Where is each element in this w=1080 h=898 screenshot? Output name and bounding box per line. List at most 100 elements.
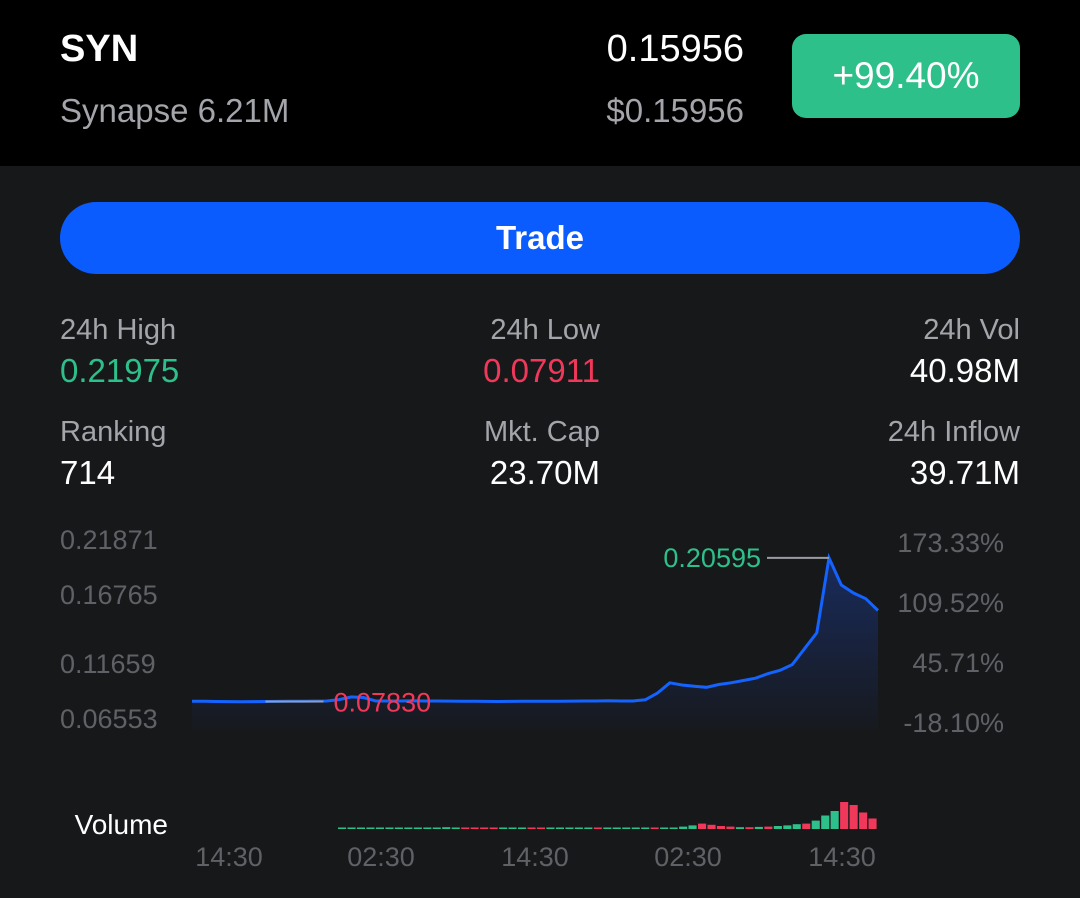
stat-value: 40.98M — [909, 352, 1020, 389]
volume-bar — [726, 826, 735, 829]
volume-bar — [603, 827, 612, 829]
trade-button[interactable]: Trade — [60, 202, 1020, 274]
volume-bar — [650, 827, 659, 829]
volume-bar — [451, 827, 460, 829]
volume-bar — [536, 827, 545, 829]
volume-bar — [508, 827, 517, 829]
x-tick-label: 14:30 — [195, 842, 263, 872]
volume-bar — [821, 815, 830, 829]
coin-symbol: SYN — [60, 28, 139, 70]
stat-label: 24h Low — [490, 314, 600, 346]
volume-bar — [546, 827, 555, 829]
coin-price-usd: $0.15956 — [606, 92, 744, 129]
x-tick-label: 14:30 — [501, 842, 569, 872]
volume-label: Volume — [75, 809, 168, 840]
volume-bar — [527, 827, 536, 829]
volume-bar — [641, 827, 650, 829]
volume-bar — [735, 827, 744, 829]
volume-bar — [698, 823, 707, 829]
price-area — [192, 557, 878, 730]
volume-bar — [375, 827, 384, 829]
x-tick-label: 14:30 — [808, 842, 876, 872]
volume-bar — [470, 827, 479, 829]
stat-label: Ranking — [60, 416, 167, 448]
stat-market-cap: Mkt. Cap 23.70M — [400, 415, 600, 493]
volume-bar — [338, 827, 347, 829]
stat-value: 0.07911 — [483, 352, 600, 389]
volume-bar — [669, 827, 678, 829]
volume-bar — [394, 827, 403, 829]
volume-bar — [480, 827, 489, 829]
volume-bar — [830, 811, 839, 829]
volume-bar — [716, 826, 725, 829]
max-marker-label: 0.20595 — [663, 543, 761, 573]
volume-bar — [499, 827, 508, 829]
volume-bar — [584, 827, 593, 829]
volume-bar — [868, 818, 877, 829]
volume-bar — [413, 827, 422, 829]
volume-bar — [555, 827, 564, 829]
volume-bar — [764, 826, 773, 829]
volume-bar — [783, 825, 792, 829]
volume-bar — [802, 823, 811, 829]
volume-bar — [574, 827, 583, 829]
y-tick-label-pct: -18.10% — [903, 708, 1004, 738]
volume-bar — [811, 820, 820, 829]
volume-bar — [356, 827, 365, 829]
stat-24h-inflow: 24h Inflow 39.71M — [888, 415, 1020, 493]
volume-bar — [432, 827, 441, 829]
stat-24h-vol: 24h Vol 40.98M — [910, 313, 1020, 391]
volume-bar — [631, 827, 640, 829]
volume-bar — [707, 824, 716, 829]
coin-name-volume: Synapse 6.21M — [60, 92, 290, 129]
stat-value: 714 — [60, 454, 116, 491]
stat-24h-low: 24h Low 0.07911 — [400, 313, 600, 391]
volume-bar — [593, 827, 602, 829]
coin-header: SYN Synapse 6.21M 0.15956 $0.15956 +99.4… — [0, 0, 1080, 166]
stat-value: 39.71M — [909, 454, 1020, 491]
volume-bar — [840, 802, 849, 829]
volume-bar — [366, 827, 375, 829]
volume-bar — [849, 805, 858, 829]
volume-bar — [859, 812, 868, 829]
min-marker-label: 0.07830 — [334, 688, 432, 718]
volume-bar — [404, 827, 413, 829]
stat-label: 24h High — [60, 314, 177, 346]
volume-bar — [423, 827, 432, 829]
coin-price: 0.15956 — [606, 28, 744, 70]
volume-bar — [385, 827, 394, 829]
y-tick-label-pct: 173.33% — [897, 528, 1004, 558]
volume-bar — [773, 826, 782, 829]
volume-bar — [461, 827, 470, 829]
volume-bar — [565, 827, 574, 829]
stat-ranking: Ranking 714 — [60, 415, 166, 493]
volume-bar — [347, 827, 356, 829]
stat-value: 0.21975 — [60, 352, 180, 389]
volume-bar — [688, 825, 697, 829]
x-tick-label: 02:30 — [347, 842, 415, 872]
volume-bar — [745, 827, 754, 829]
volume-bar — [442, 827, 451, 829]
y-tick-label: 0.11659 — [60, 649, 156, 679]
y-tick-label-pct: 45.71% — [912, 648, 1004, 678]
volume-bar — [489, 827, 498, 829]
change-badge: +99.40% — [792, 34, 1020, 118]
volume-bar — [792, 824, 801, 829]
x-tick-label: 02:30 — [654, 842, 722, 872]
stat-24h-high: 24h High 0.21975 — [60, 313, 179, 391]
stat-value: 23.70M — [489, 454, 600, 491]
volume-bar — [660, 827, 669, 829]
price-chart[interactable]: 0.21871 0.16765 0.11659 0.06553 173.33% 109.… — [0, 500, 1080, 898]
y-tick-label: 0.21871 — [60, 525, 158, 555]
stat-label: 24h Inflow — [887, 416, 1020, 448]
y-tick-label: 0.06553 — [60, 704, 158, 734]
stat-label: Mkt. Cap — [483, 416, 600, 448]
volume-bar — [754, 826, 763, 829]
volume-bar — [518, 827, 527, 829]
volume-bar — [679, 826, 688, 829]
volume-bar — [612, 827, 621, 829]
y-tick-label: 0.16765 — [60, 580, 158, 610]
stat-label: 24h Vol — [923, 314, 1020, 346]
volume-bar — [622, 827, 631, 829]
y-tick-label-pct: 109.52% — [897, 588, 1004, 618]
